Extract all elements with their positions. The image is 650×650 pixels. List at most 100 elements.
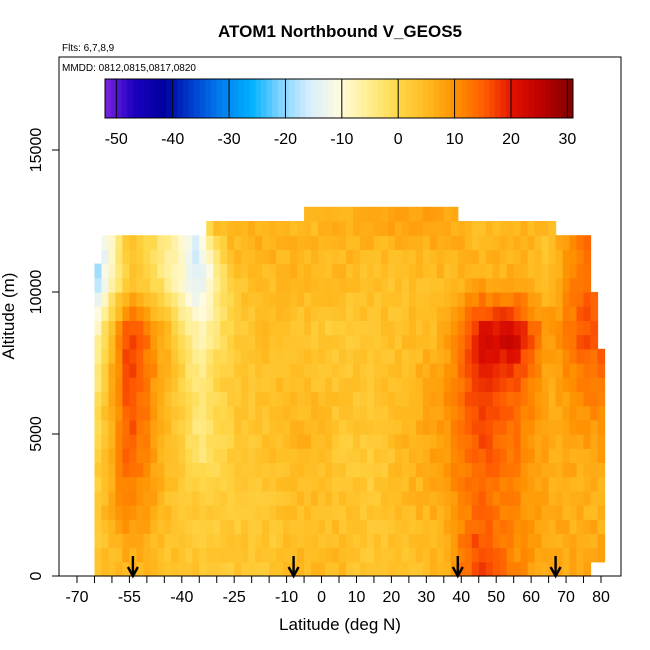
- heatmap-cell: [492, 490, 501, 506]
- heatmap-cell: [283, 377, 291, 392]
- heatmap-cell: [143, 448, 151, 463]
- heatmap-cell: [429, 292, 438, 307]
- heatmap-cell: [304, 533, 312, 549]
- heatmap-cell: [227, 292, 235, 307]
- heatmap-cell: [499, 533, 508, 549]
- heatmap-cell: [332, 221, 340, 236]
- heatmap-cell: [164, 363, 172, 378]
- heatmap-cell: [527, 277, 536, 293]
- heatmap-cell: [122, 263, 130, 279]
- heatmap-cell: [318, 547, 326, 563]
- heatmap-cell: [157, 405, 165, 421]
- heatmap-cell: [332, 334, 340, 350]
- heatmap-cell: [269, 292, 277, 307]
- heatmap-cell: [492, 263, 501, 279]
- heatmap-cell: [220, 519, 228, 534]
- heatmap-cell: [380, 221, 389, 236]
- heatmap-cell: [436, 263, 445, 279]
- heatmap-cell: [562, 476, 571, 492]
- heatmap-cell: [513, 419, 522, 435]
- heatmap-cell: [457, 462, 466, 478]
- heatmap-cell: [422, 377, 431, 392]
- heatmap-cell: [150, 533, 158, 549]
- heatmap-cell: [248, 363, 256, 378]
- heatmap-cell: [485, 306, 494, 321]
- heatmap-cell: [555, 277, 564, 293]
- heatmap-cell: [450, 206, 459, 222]
- heatmap-cell: [429, 277, 438, 293]
- heatmap-cell: [464, 490, 473, 506]
- heatmap-cell: [597, 391, 606, 407]
- heatmap-cell: [227, 306, 235, 321]
- y-axis-label: Altitude (m): [0, 273, 18, 360]
- heatmap-cell: [185, 391, 193, 407]
- heatmap-cell: [436, 221, 445, 236]
- heatmap-cell: [387, 561, 396, 577]
- heatmap-cell: [499, 221, 508, 236]
- heatmap-cell: [220, 405, 228, 421]
- heatmap-cell: [387, 490, 396, 506]
- heatmap-cell: [171, 235, 179, 250]
- heatmap-cell: [366, 235, 375, 250]
- heatmap-cell: [325, 419, 333, 435]
- heatmap-cell: [457, 476, 466, 492]
- heatmap-cell: [339, 263, 347, 279]
- heatmap-cell: [422, 348, 431, 364]
- heatmap-cell: [101, 292, 110, 307]
- colorbar-swatch: [216, 79, 223, 118]
- heatmap-cell: [359, 348, 368, 364]
- heatmap-cell: [339, 221, 347, 236]
- heatmap-cell: [94, 320, 103, 336]
- heatmap-cell: [345, 221, 354, 236]
- heatmap-cell: [359, 292, 368, 307]
- heatmap-cell: [380, 547, 389, 563]
- heatmap-cell: [143, 533, 151, 549]
- heatmap-cell: [394, 249, 403, 265]
- heatmap-cell: [248, 263, 256, 279]
- heatmap-cell: [94, 277, 103, 293]
- heatmap-cell: [359, 519, 368, 534]
- colorbar-swatch: [350, 79, 357, 118]
- heatmap-cell: [150, 448, 158, 463]
- heatmap-cell: [366, 221, 375, 236]
- heatmap-cell: [185, 263, 193, 279]
- heatmap-cell: [471, 462, 480, 478]
- heatmap-cell: [499, 334, 508, 350]
- heatmap-cell: [290, 292, 298, 307]
- heatmap-cell: [597, 505, 606, 520]
- heatmap-cell: [269, 505, 277, 520]
- heatmap-cell: [366, 391, 375, 407]
- colorbar-swatch: [400, 79, 407, 118]
- heatmap-cell: [478, 561, 487, 577]
- heatmap-cell: [332, 519, 340, 534]
- heatmap-cell: [345, 476, 354, 492]
- heatmap-cell: [136, 306, 144, 321]
- heatmap-cell: [115, 519, 124, 534]
- heatmap-cell: [94, 519, 103, 534]
- heatmap-cell: [513, 249, 522, 265]
- heatmap-cell: [520, 334, 529, 350]
- heatmap-cell: [178, 292, 186, 307]
- heatmap-cell: [352, 221, 361, 236]
- heatmap-cell: [171, 419, 179, 435]
- x-tick-label: -55: [118, 589, 141, 606]
- heatmap-cell: [304, 434, 312, 449]
- heatmap-cell: [185, 277, 193, 293]
- colorbar-swatch: [183, 79, 190, 118]
- heatmap-cell: [157, 490, 165, 506]
- heatmap-cell: [150, 292, 158, 307]
- heatmap-cell: [583, 235, 592, 250]
- heatmap-cell: [485, 490, 494, 506]
- heatmap-cell: [506, 391, 515, 407]
- heatmap-cell: [255, 561, 263, 577]
- heatmap-cell: [143, 419, 151, 435]
- heatmap-cell: [478, 320, 487, 336]
- heatmap-cell: [283, 519, 291, 534]
- heatmap-cell: [380, 263, 389, 279]
- heatmap-cell: [318, 519, 326, 534]
- heatmap-cell: [339, 405, 347, 421]
- colorbar-swatch: [355, 79, 362, 118]
- heatmap-cell: [283, 462, 291, 478]
- heatmap-cell: [401, 277, 410, 293]
- heatmap-cell: [373, 263, 382, 279]
